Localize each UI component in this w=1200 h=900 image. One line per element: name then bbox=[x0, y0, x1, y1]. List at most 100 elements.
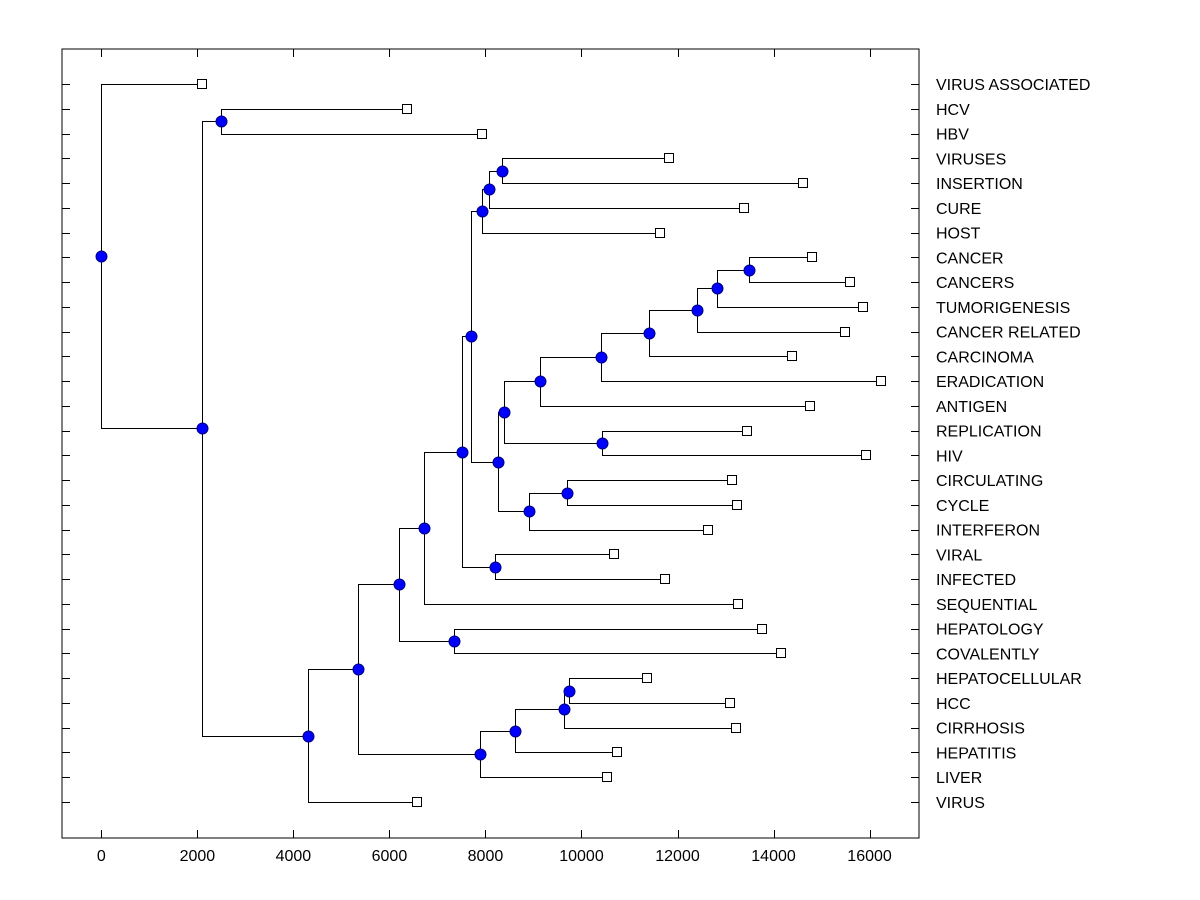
branch-link bbox=[498, 412, 505, 463]
branch-link bbox=[462, 336, 472, 453]
merge-node bbox=[596, 437, 609, 450]
leaf-marker-viral bbox=[609, 549, 619, 559]
leaf-label-interferon: INTERFERON bbox=[936, 523, 1040, 540]
branch-to-virus-associated bbox=[101, 84, 203, 257]
merge-node bbox=[418, 522, 431, 535]
leaf-label-hiv: HIV bbox=[936, 448, 963, 465]
leaf-marker-virus-associated bbox=[197, 79, 207, 89]
branch-to-host bbox=[482, 211, 661, 234]
x-tick-label: 0 bbox=[97, 848, 106, 865]
x-tick-label: 2000 bbox=[180, 848, 216, 865]
leaf-label-hbv: HBV bbox=[936, 127, 969, 144]
leaf-marker-cure bbox=[739, 203, 749, 213]
branch-link bbox=[504, 412, 603, 444]
leaf-label-host: HOST bbox=[936, 226, 981, 243]
x-tick-label: 12000 bbox=[655, 848, 700, 865]
branch-link bbox=[202, 121, 222, 429]
merge-node bbox=[302, 730, 315, 743]
branch-link bbox=[424, 452, 463, 529]
branch-link bbox=[471, 211, 483, 337]
branch-to-cure bbox=[489, 189, 745, 209]
leaf-label-covalently: COVALENTLY bbox=[936, 646, 1040, 663]
branch-to-cancer-related bbox=[697, 310, 846, 333]
leaf-label-circulating: CIRCULATING bbox=[936, 473, 1043, 490]
leaf-marker-virus bbox=[412, 797, 422, 807]
leaf-label-carcinoma: CARCINOMA bbox=[936, 349, 1034, 366]
branch-link bbox=[399, 584, 455, 642]
branch-to-virus bbox=[308, 736, 418, 803]
branch-link bbox=[471, 336, 499, 463]
leaf-marker-cancers bbox=[845, 277, 855, 287]
leaf-marker-hbv bbox=[477, 129, 487, 139]
leaf-label-virus: VIRUS bbox=[936, 795, 985, 812]
branch-to-eradication bbox=[601, 357, 882, 382]
leaf-marker-viruses bbox=[664, 153, 674, 163]
branch-link bbox=[504, 381, 541, 413]
merge-node bbox=[476, 205, 489, 218]
leaf-marker-hcc bbox=[725, 698, 735, 708]
branch-link bbox=[358, 584, 400, 670]
merge-node bbox=[561, 487, 574, 500]
leaf-marker-hepatology bbox=[757, 624, 767, 634]
branch-link bbox=[358, 669, 481, 755]
leaf-marker-hepatocellular bbox=[642, 673, 652, 683]
leaf-label-hepatitis: HEPATITIS bbox=[936, 745, 1016, 762]
x-tick-label: 4000 bbox=[276, 848, 312, 865]
leaf-marker-eradication bbox=[876, 376, 886, 386]
merge-node bbox=[523, 505, 536, 518]
branch-to-cycle bbox=[567, 493, 738, 506]
merge-node bbox=[215, 115, 228, 128]
x-tick-label: 6000 bbox=[372, 848, 408, 865]
merge-node bbox=[465, 330, 478, 343]
branch-to-cancer bbox=[749, 257, 813, 271]
leaf-marker-circulating bbox=[727, 475, 737, 485]
leaf-marker-cycle bbox=[732, 500, 742, 510]
leaf-label-sequential: SEQUENTIAL bbox=[936, 597, 1037, 614]
branch-to-liver bbox=[480, 754, 608, 778]
branch-link bbox=[515, 709, 565, 732]
x-tick-label: 8000 bbox=[468, 848, 504, 865]
merge-node bbox=[456, 446, 469, 459]
branch-to-interferon bbox=[529, 511, 709, 531]
x-tick-label: 14000 bbox=[751, 848, 796, 865]
branch-to-carcinoma bbox=[649, 333, 793, 357]
merge-node bbox=[558, 703, 571, 716]
leaf-label-antigen: ANTIGEN bbox=[936, 399, 1007, 416]
leaf-marker-host bbox=[655, 228, 665, 238]
leaf-marker-replication bbox=[742, 426, 752, 436]
leaf-label-replication: REPLICATION bbox=[936, 424, 1042, 441]
branch-link bbox=[480, 731, 516, 755]
branch-to-hcv bbox=[221, 109, 408, 122]
merge-node bbox=[393, 578, 406, 591]
branch-link bbox=[601, 333, 650, 358]
merge-nodes bbox=[95, 115, 756, 761]
branch-to-hepatology bbox=[454, 629, 763, 642]
leaf-label-viral: VIRAL bbox=[936, 547, 982, 564]
branch-link bbox=[540, 357, 602, 382]
leaf-label-hepatology: HEPATOLOGY bbox=[936, 622, 1044, 639]
merge-node bbox=[563, 685, 576, 698]
merge-node bbox=[743, 264, 756, 277]
branch-link bbox=[399, 528, 425, 585]
branch-to-hiv bbox=[602, 443, 867, 456]
merge-node bbox=[474, 748, 487, 761]
leaf-marker-liver bbox=[602, 772, 612, 782]
merge-node bbox=[509, 725, 522, 738]
branch-to-covalently bbox=[454, 641, 782, 654]
leaf-marker-infected bbox=[660, 574, 670, 584]
leaf-label-insertion: INSERTION bbox=[936, 176, 1023, 193]
branch-to-tumorigenesis bbox=[717, 288, 864, 308]
x-tick-labels: 0 2000 4000 6000 8000 10000 12000 14000 16000 bbox=[97, 848, 892, 865]
plot-frame bbox=[61, 48, 920, 839]
leaf-marker-insertion bbox=[798, 178, 808, 188]
leaf-label-eradication: ERADICATION bbox=[936, 374, 1044, 391]
leaf-marker-antigen bbox=[805, 401, 815, 411]
leaf-marker-cancer-related bbox=[840, 327, 850, 337]
branch-to-viral bbox=[495, 554, 615, 568]
merge-node bbox=[95, 250, 108, 263]
merge-node bbox=[498, 406, 511, 419]
merge-node bbox=[489, 561, 502, 574]
leaf-marker-hepatitis bbox=[612, 747, 622, 757]
merge-node bbox=[643, 327, 656, 340]
